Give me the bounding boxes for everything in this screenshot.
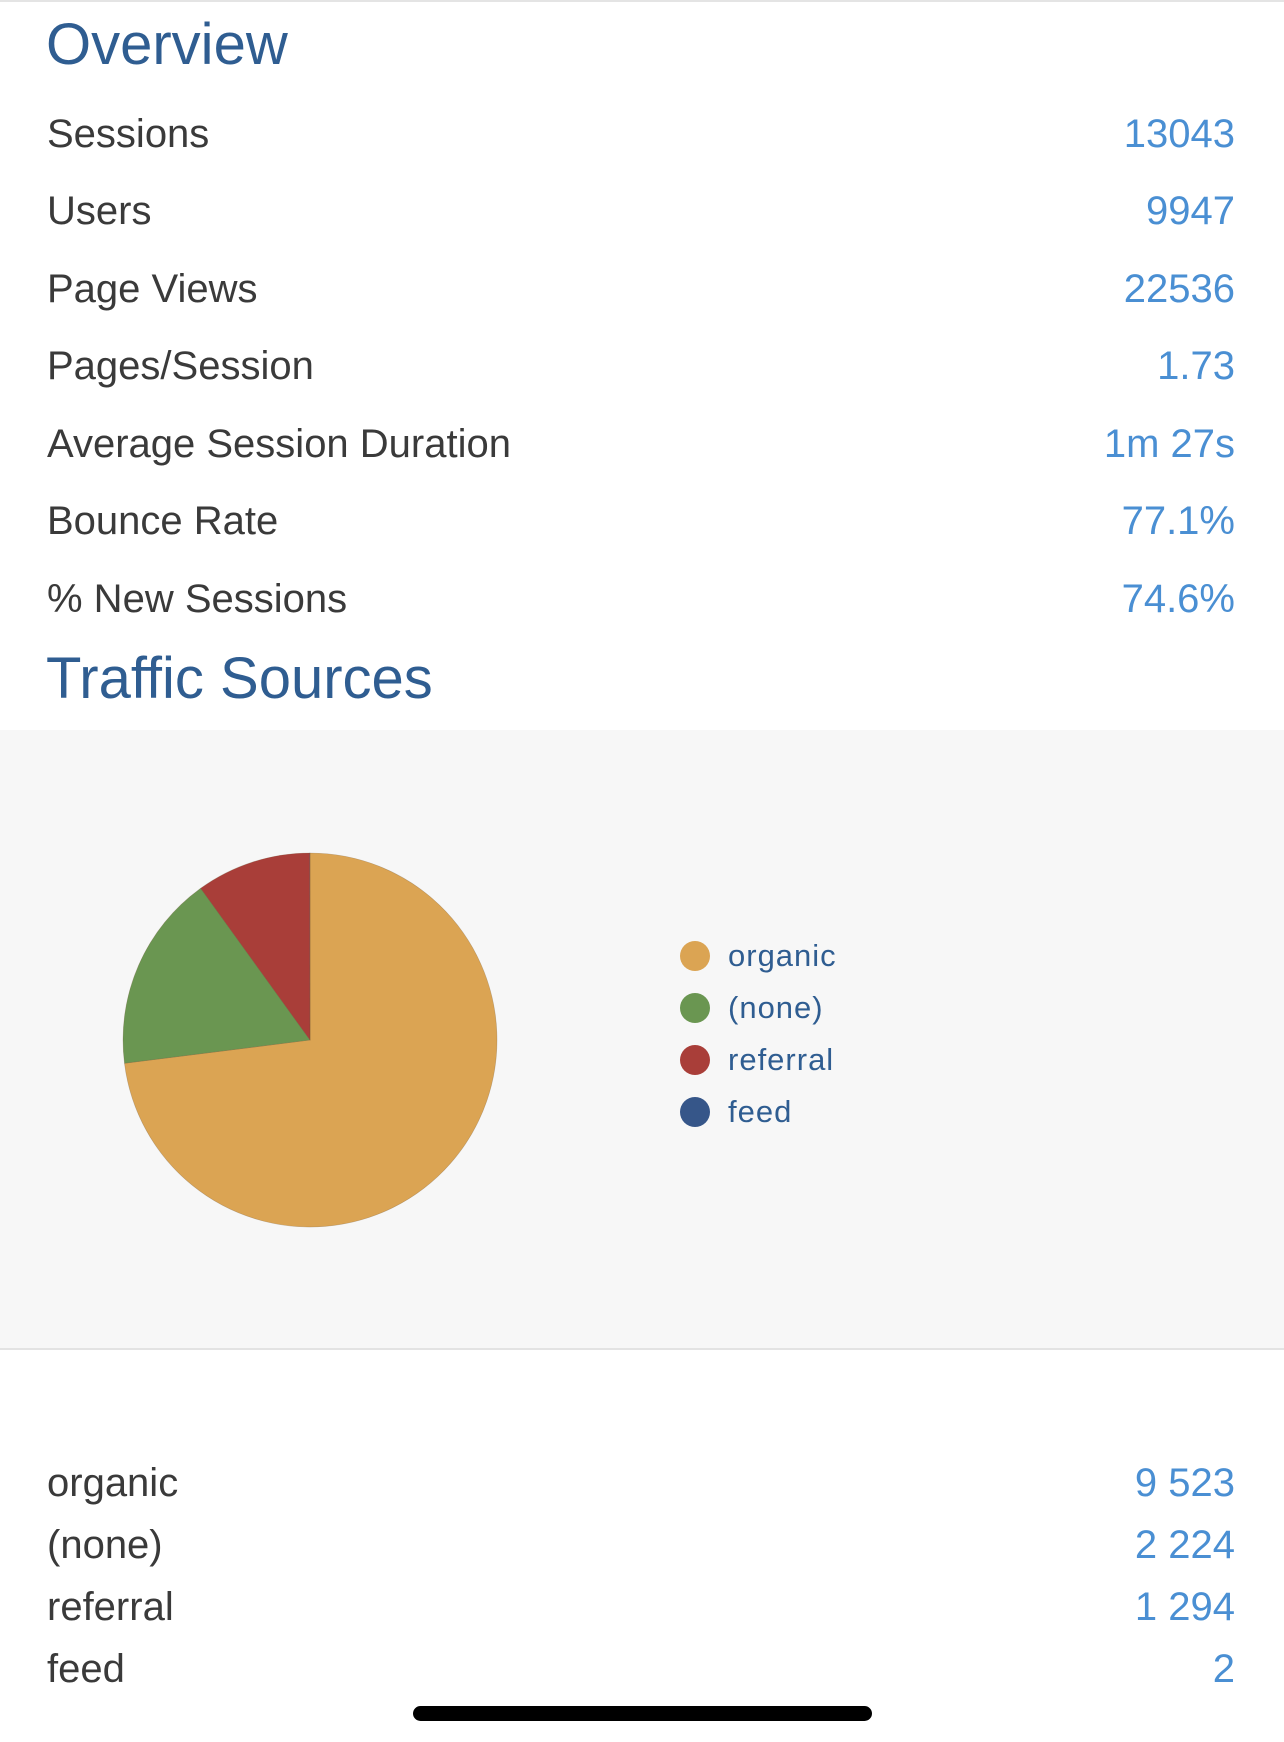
legend-label: (none): [728, 990, 824, 1025]
metric-label: Bounce Rate: [47, 499, 279, 543]
metric-value: 22536: [1123, 267, 1235, 311]
top-divider: [0, 0, 1284, 2]
metric-row-pages-per-session: Pages/Session 1.73: [47, 336, 1235, 396]
source-label: organic: [47, 1461, 179, 1505]
metric-label: Sessions: [47, 112, 210, 156]
metric-row-avg-session-duration: Average Session Duration 1m 27s: [47, 414, 1235, 474]
source-label: feed: [47, 1647, 125, 1691]
pie-slice-organic[interactable]: [124, 852, 498, 1228]
pie-slice-none[interactable]: [122, 887, 311, 1064]
legend-dot-referral: [680, 1045, 710, 1075]
traffic-pie-chart: [122, 852, 498, 1228]
source-value: 9 523: [1134, 1461, 1235, 1505]
metric-label: Page Views: [47, 267, 258, 311]
source-value: 2: [1212, 1647, 1235, 1691]
metric-value: 1.73: [1157, 344, 1235, 388]
source-value: 2 224: [1134, 1523, 1235, 1567]
metric-value: 9947: [1146, 189, 1235, 233]
source-row-feed: feed 2: [47, 1638, 1235, 1700]
metric-row-sessions: Sessions 13043: [47, 104, 1235, 164]
source-label: referral: [47, 1585, 174, 1629]
home-indicator: [413, 1706, 872, 1721]
source-row-organic: organic 9 523: [47, 1452, 1235, 1514]
source-value: 1 294: [1134, 1585, 1235, 1629]
metric-row-bounce-rate: Bounce Rate 77.1%: [47, 491, 1235, 551]
metric-value: 13043: [1123, 112, 1235, 156]
metric-row-users: Users 9947: [47, 181, 1235, 241]
traffic-pie-chart-panel: organic (none) referral feed: [0, 730, 1284, 1350]
legend-label: feed: [728, 1094, 793, 1129]
pie-slice-referral[interactable]: [200, 852, 311, 1041]
source-row-referral: referral 1 294: [47, 1576, 1235, 1638]
metric-label: Average Session Duration: [47, 422, 511, 466]
metric-row-page-views: Page Views 22536: [47, 259, 1235, 319]
legend-dot-none: [680, 993, 710, 1023]
source-label: (none): [47, 1523, 163, 1567]
metric-value: 77.1%: [1121, 499, 1235, 543]
legend-dot-organic: [680, 941, 710, 971]
metric-row-new-sessions: % New Sessions 74.6%: [47, 569, 1235, 629]
metric-label: Users: [47, 189, 152, 233]
legend-dot-feed: [680, 1097, 710, 1127]
traffic-sources-title: Traffic Sources: [46, 646, 433, 711]
metric-label: Pages/Session: [47, 344, 314, 388]
legend-label: organic: [728, 938, 837, 973]
metric-label: % New Sessions: [47, 577, 348, 621]
legend-label: referral: [728, 1042, 835, 1077]
source-row-none: (none) 2 224: [47, 1514, 1235, 1576]
metric-value: 74.6%: [1121, 577, 1235, 621]
metric-value: 1m 27s: [1103, 422, 1235, 466]
overview-title: Overview: [46, 12, 288, 77]
